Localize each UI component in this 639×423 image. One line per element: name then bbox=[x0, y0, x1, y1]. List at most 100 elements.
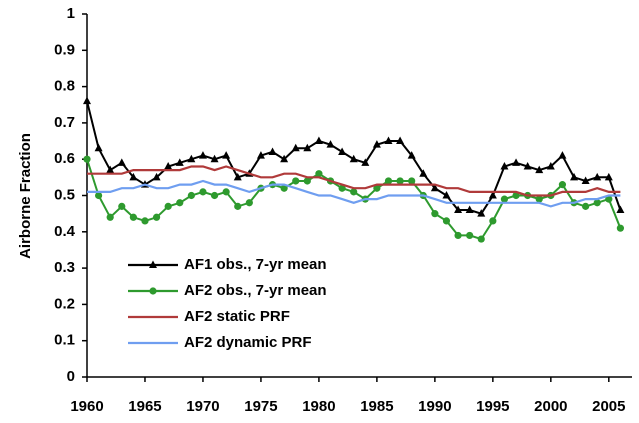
marker bbox=[210, 191, 219, 200]
x-tick-label: 1975 bbox=[244, 398, 277, 415]
y-tick-label: 0.8 bbox=[54, 78, 75, 95]
marker bbox=[372, 140, 381, 148]
marker bbox=[83, 155, 91, 163]
marker bbox=[303, 177, 311, 185]
marker bbox=[222, 151, 231, 159]
marker bbox=[106, 165, 115, 174]
y-tick-label: 0.5 bbox=[54, 186, 75, 203]
marker bbox=[419, 169, 428, 177]
marker bbox=[350, 188, 358, 196]
marker bbox=[581, 176, 590, 184]
marker bbox=[616, 224, 625, 232]
y-tick-label: 0.2 bbox=[54, 295, 75, 312]
marker bbox=[234, 202, 242, 210]
y-tick-label: 0 bbox=[67, 368, 75, 385]
marker bbox=[570, 172, 579, 181]
marker bbox=[408, 177, 416, 185]
marker bbox=[198, 151, 207, 159]
marker bbox=[454, 231, 462, 240]
x-tick-label: 1970 bbox=[186, 398, 219, 415]
marker bbox=[268, 147, 277, 155]
marker bbox=[187, 191, 195, 200]
x-tick-label: 1960 bbox=[70, 398, 103, 415]
marker bbox=[558, 181, 567, 189]
x-tick-label: 1995 bbox=[476, 398, 509, 415]
marker bbox=[396, 177, 404, 185]
marker bbox=[488, 191, 497, 199]
legend-label: AF1 obs., 7-yr mean bbox=[184, 256, 327, 273]
marker bbox=[396, 136, 405, 145]
legend-label: AF2 static PRF bbox=[184, 308, 290, 325]
marker bbox=[477, 235, 485, 243]
legend-marker bbox=[149, 287, 157, 295]
marker bbox=[152, 213, 161, 221]
series-line bbox=[87, 179, 621, 208]
y-tick-label: 0.3 bbox=[54, 259, 75, 276]
marker bbox=[361, 158, 370, 166]
marker bbox=[500, 161, 509, 170]
x-tick-label: 1985 bbox=[360, 398, 393, 415]
marker bbox=[314, 136, 323, 145]
marker bbox=[315, 170, 323, 178]
marker bbox=[605, 195, 613, 203]
marker bbox=[152, 172, 161, 181]
marker bbox=[94, 191, 103, 200]
marker bbox=[466, 231, 474, 240]
marker bbox=[477, 209, 486, 217]
marker bbox=[129, 213, 137, 221]
y-tick-label: 0.4 bbox=[54, 223, 76, 240]
marker bbox=[442, 217, 451, 225]
marker bbox=[349, 154, 358, 163]
marker bbox=[512, 158, 521, 166]
marker bbox=[83, 96, 91, 105]
marker bbox=[523, 161, 532, 170]
legend-marker bbox=[149, 260, 157, 268]
marker bbox=[164, 202, 172, 210]
y-tick-label: 0.1 bbox=[54, 332, 75, 349]
marker bbox=[233, 172, 242, 181]
marker bbox=[593, 172, 602, 181]
marker bbox=[175, 158, 184, 166]
marker bbox=[292, 177, 300, 185]
y-tick-label: 1 bbox=[67, 5, 75, 22]
marker bbox=[407, 151, 416, 159]
marker bbox=[512, 191, 520, 200]
y-axis-label: Airborne Fraction bbox=[17, 133, 34, 259]
marker bbox=[326, 140, 335, 148]
marker bbox=[291, 143, 300, 152]
marker bbox=[117, 158, 126, 166]
marker bbox=[129, 172, 138, 181]
marker bbox=[338, 184, 346, 192]
marker bbox=[176, 199, 184, 207]
legend-label: AF2 dynamic PRF bbox=[184, 334, 312, 351]
series-line bbox=[87, 165, 621, 197]
marker bbox=[94, 143, 103, 152]
marker bbox=[546, 161, 555, 170]
y-tick-label: 0.6 bbox=[54, 150, 75, 167]
marker bbox=[245, 199, 253, 207]
marker bbox=[442, 191, 451, 199]
legend-label: AF2 obs., 7-yr mean bbox=[184, 282, 327, 299]
x-tick-label: 2000 bbox=[534, 398, 567, 415]
marker bbox=[582, 202, 590, 210]
marker bbox=[210, 154, 219, 163]
marker bbox=[106, 213, 114, 221]
x-tick-label: 1965 bbox=[128, 398, 161, 415]
marker bbox=[489, 217, 497, 225]
marker bbox=[431, 210, 439, 218]
marker bbox=[199, 188, 207, 196]
marker bbox=[280, 184, 288, 192]
marker bbox=[535, 195, 543, 203]
marker bbox=[280, 154, 289, 163]
marker bbox=[558, 151, 567, 159]
marker bbox=[465, 205, 474, 214]
y-tick-label: 0.7 bbox=[54, 114, 75, 131]
marker bbox=[430, 183, 439, 192]
marker bbox=[164, 161, 173, 170]
marker bbox=[454, 205, 463, 214]
marker bbox=[604, 172, 613, 181]
x-tick-label: 1980 bbox=[302, 398, 335, 415]
marker bbox=[303, 143, 312, 152]
x-tick-label: 1990 bbox=[418, 398, 451, 415]
